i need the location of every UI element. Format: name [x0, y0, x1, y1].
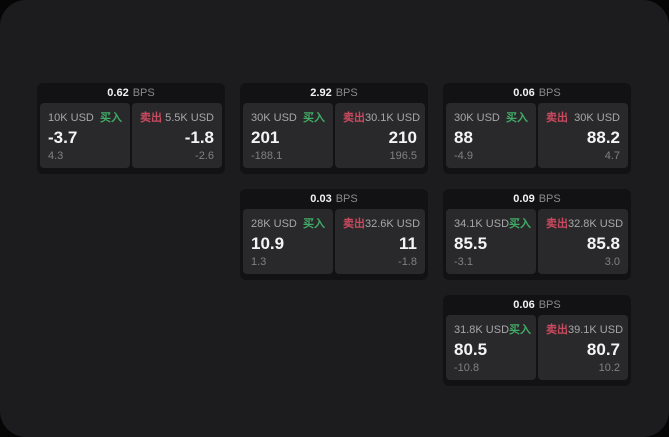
- buy-side-label: 买入: [303, 112, 325, 124]
- sell-delta: -1.8: [398, 256, 417, 268]
- buy-delta: -4.9: [454, 150, 473, 162]
- bps-value: 0.06: [513, 299, 535, 311]
- sell-price: 88.2: [586, 127, 620, 147]
- sell-delta: 10.2: [598, 362, 620, 374]
- buy-panel[interactable]: 10K USD 买入 -3.7 4.3: [40, 103, 130, 168]
- buy-price: -3.7: [48, 127, 78, 147]
- quote-card-3: 0.06 BPS 30K USD 买入 88 -4.9 卖出 30K USD 8…: [443, 83, 631, 174]
- bps-header: 0.03 BPS: [240, 189, 428, 209]
- bps-header: 0.62 BPS: [37, 83, 225, 103]
- sell-side-label: 卖出: [546, 112, 568, 124]
- bps-unit-label: BPS: [538, 87, 561, 99]
- buy-price: 10.9: [251, 233, 285, 253]
- bps-unit-label: BPS: [538, 193, 561, 205]
- sell-price: 210: [388, 127, 417, 147]
- bps-unit-label: BPS: [132, 87, 155, 99]
- sell-side-label: 卖出: [546, 218, 568, 230]
- sell-delta: 4.7: [604, 150, 620, 162]
- sell-panel[interactable]: 卖出 32.6K USD 11 -1.8: [335, 209, 425, 274]
- buy-amount: 30K USD: [251, 112, 297, 124]
- quote-card-2: 2.92 BPS 30K USD 买入 201 -188.1 卖出 30.1K …: [240, 83, 428, 174]
- bps-header: 0.09 BPS: [443, 189, 631, 209]
- quote-card-5: 0.09 BPS 34.1K USD 买入 85.5 -3.1 卖出 32.8K…: [443, 189, 631, 280]
- buy-delta: -3.1: [454, 256, 473, 268]
- buy-panel[interactable]: 31.8K USD 买入 80.5 -10.8: [446, 315, 536, 380]
- buy-amount: 28K USD: [251, 218, 297, 230]
- sell-amount: 30.1K USD: [365, 112, 421, 124]
- sell-panel[interactable]: 卖出 39.1K USD 80.7 10.2: [538, 315, 628, 380]
- buy-side-label: 买入: [509, 218, 532, 230]
- buy-side-label: 买入: [100, 112, 122, 124]
- sell-price: 11: [399, 233, 417, 253]
- sell-side-label: 卖出: [343, 112, 365, 124]
- buy-side-label: 买入: [303, 218, 325, 230]
- sell-side-label: 卖出: [546, 324, 568, 336]
- bps-value: 2.92: [310, 87, 332, 99]
- sell-panel[interactable]: 卖出 30.1K USD 210 196.5: [335, 103, 425, 168]
- bps-value: 0.03: [310, 193, 332, 205]
- sell-side-label: 卖出: [343, 218, 365, 230]
- sell-price: -1.8: [184, 127, 214, 147]
- buy-side-label: 买入: [509, 324, 532, 336]
- bps-header: 0.06 BPS: [443, 295, 631, 315]
- bps-unit-label: BPS: [335, 193, 358, 205]
- buy-amount: 10K USD: [48, 112, 94, 124]
- sell-price: 85.8: [586, 233, 620, 253]
- buy-price: 80.5: [454, 339, 488, 359]
- bps-unit-label: BPS: [538, 299, 561, 311]
- sell-side-label: 卖出: [140, 112, 162, 124]
- buy-price: 85.5: [454, 233, 488, 253]
- buy-price: 201: [251, 127, 280, 147]
- sell-amount: 5.5K USD: [165, 112, 214, 124]
- bps-value: 0.09: [513, 193, 535, 205]
- sell-amount: 32.6K USD: [365, 218, 421, 230]
- buy-panel[interactable]: 28K USD 买入 10.9 1.3: [243, 209, 333, 274]
- sell-panel[interactable]: 卖出 5.5K USD -1.8 -2.6: [132, 103, 222, 168]
- sell-amount: 39.1K USD: [568, 324, 624, 336]
- quote-card-4: 0.03 BPS 28K USD 买入 10.9 1.3 卖出 32.6K US…: [240, 189, 428, 280]
- sell-panel[interactable]: 卖出 32.8K USD 85.8 3.0: [538, 209, 628, 274]
- buy-delta: -188.1: [251, 150, 283, 162]
- sell-delta: 3.0: [604, 256, 620, 268]
- quote-card-1: 0.62 BPS 10K USD 买入 -3.7 4.3 卖出 5.5K USD…: [37, 83, 225, 174]
- sell-panel[interactable]: 卖出 30K USD 88.2 4.7: [538, 103, 628, 168]
- buy-panel[interactable]: 34.1K USD 买入 85.5 -3.1: [446, 209, 536, 274]
- buy-side-label: 买入: [506, 112, 528, 124]
- bps-value: 0.06: [513, 87, 535, 99]
- buy-amount: 30K USD: [454, 112, 500, 124]
- sell-delta: -2.6: [195, 150, 214, 162]
- bps-value: 0.62: [107, 87, 129, 99]
- bps-header: 2.92 BPS: [240, 83, 428, 103]
- buy-price: 88: [454, 127, 473, 147]
- buy-delta: 4.3: [48, 150, 64, 162]
- sell-amount: 30K USD: [574, 112, 620, 124]
- sell-delta: 196.5: [389, 150, 417, 162]
- quote-card-6: 0.06 BPS 31.8K USD 买入 80.5 -10.8 卖出 39.1…: [443, 295, 631, 386]
- buy-delta: 1.3: [251, 256, 267, 268]
- buy-amount: 31.8K USD: [454, 324, 510, 336]
- sell-price: 80.7: [586, 339, 620, 359]
- buy-delta: -10.8: [454, 362, 480, 374]
- bps-unit-label: BPS: [335, 87, 358, 99]
- sell-amount: 32.8K USD: [568, 218, 624, 230]
- buy-panel[interactable]: 30K USD 买入 88 -4.9: [446, 103, 536, 168]
- bps-header: 0.06 BPS: [443, 83, 631, 103]
- buy-amount: 34.1K USD: [454, 218, 510, 230]
- buy-panel[interactable]: 30K USD 买入 201 -188.1: [243, 103, 333, 168]
